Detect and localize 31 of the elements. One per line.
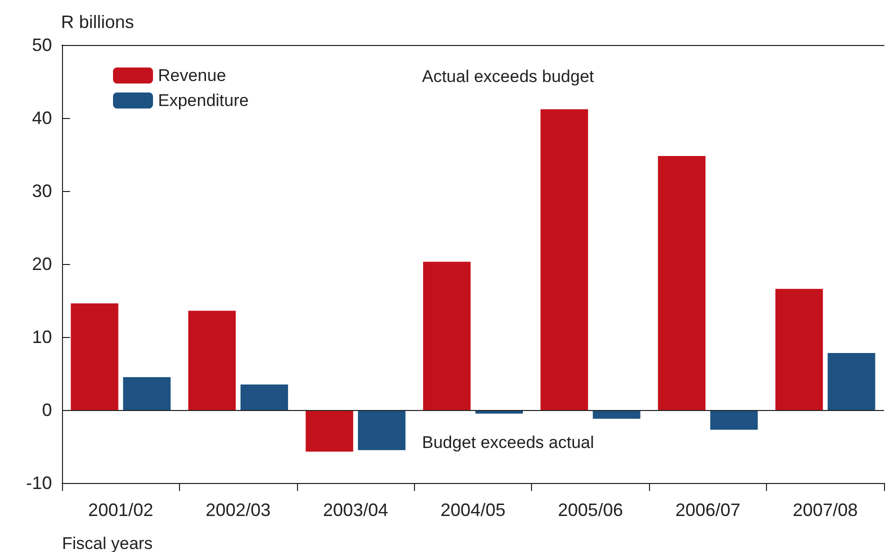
y-tick-label: 20 — [32, 254, 52, 274]
y-tick-label: -10 — [26, 473, 52, 493]
legend-label: Expenditure — [158, 91, 249, 110]
bar — [658, 156, 706, 410]
annotation: Budget exceeds actual — [422, 433, 594, 452]
x-tick-label: 2003/04 — [323, 500, 388, 520]
bar — [423, 262, 471, 410]
bar — [358, 410, 406, 450]
y-axis-title: R billions — [61, 12, 134, 32]
x-tick-label: 2006/07 — [675, 500, 740, 520]
y-tick-label: 50 — [32, 35, 52, 55]
x-tick-label: 2004/05 — [440, 500, 506, 520]
x-tick-label: 2005/06 — [558, 500, 623, 520]
bar — [123, 377, 171, 410]
bar — [306, 410, 354, 452]
y-tick-label: 0 — [42, 400, 52, 420]
bar — [775, 288, 823, 410]
y-tick-label: 10 — [32, 327, 52, 347]
y-tick-label: 30 — [32, 181, 52, 201]
legend-label: Revenue — [158, 66, 226, 85]
bar — [828, 353, 876, 410]
bar — [240, 384, 288, 410]
x-tick-label: 2007/08 — [792, 500, 858, 520]
bar — [540, 109, 588, 410]
bar — [710, 410, 758, 430]
bar — [188, 310, 236, 410]
x-tick-label: 2001/02 — [88, 500, 154, 520]
y-tick-label: 40 — [32, 108, 52, 128]
bar — [70, 303, 118, 410]
x-tick-label: 2002/03 — [206, 500, 271, 520]
annotation: Actual exceeds budget — [422, 67, 594, 86]
